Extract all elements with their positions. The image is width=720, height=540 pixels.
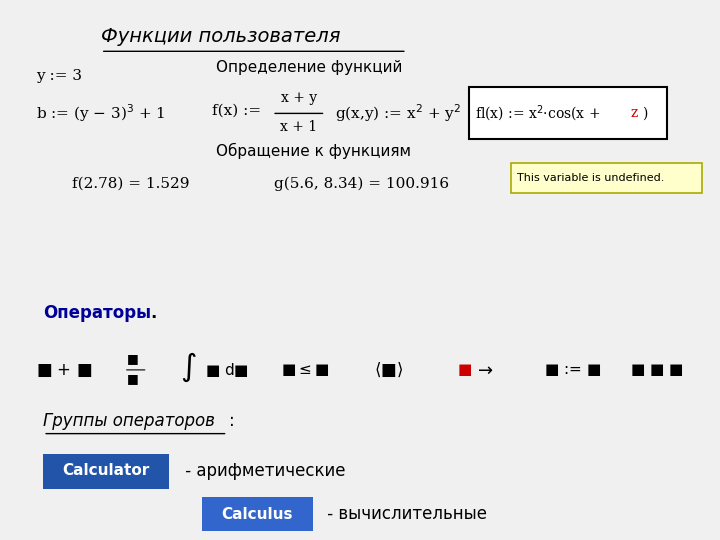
Text: f(x) :=: f(x) := — [212, 104, 261, 118]
Text: y := 3: y := 3 — [36, 69, 82, 83]
FancyBboxPatch shape — [202, 497, 313, 531]
Text: f(2.78) = 1.529: f(2.78) = 1.529 — [72, 177, 189, 191]
Text: g(x,y) := x$^2$ + y$^2$: g(x,y) := x$^2$ + y$^2$ — [335, 103, 461, 124]
FancyBboxPatch shape — [511, 163, 702, 193]
Text: x + y: x + y — [281, 91, 317, 105]
Text: - арифметические: - арифметические — [180, 462, 346, 480]
Text: $\blacksquare$ d$\blacksquare$: $\blacksquare$ d$\blacksquare$ — [205, 361, 249, 379]
Text: $\blacksquare$: $\blacksquare$ — [126, 373, 139, 387]
Text: ): ) — [642, 106, 647, 120]
Text: Calculus: Calculus — [222, 507, 293, 522]
Text: g(5.6, 8.34) = 100.916: g(5.6, 8.34) = 100.916 — [274, 177, 449, 191]
FancyBboxPatch shape — [469, 87, 667, 139]
Text: Обращение к функциям: Обращение к функциям — [216, 143, 411, 159]
Text: $\langle \blacksquare \rangle$: $\langle \blacksquare \rangle$ — [374, 361, 404, 379]
Text: $\int$: $\int$ — [180, 350, 197, 384]
Text: x + 1: x + 1 — [280, 120, 318, 134]
Text: - вычислительные: - вычислительные — [322, 505, 487, 523]
Text: Группы операторов: Группы операторов — [43, 412, 215, 430]
Text: $\rightarrow$: $\rightarrow$ — [474, 361, 493, 379]
Text: Функции пользователя: Функции пользователя — [101, 27, 341, 46]
Text: b := (y $-$ 3)$^3$ + 1: b := (y $-$ 3)$^3$ + 1 — [36, 103, 166, 124]
Text: fl(x) := x$^2$$\cdot$cos(x +: fl(x) := x$^2$$\cdot$cos(x + — [475, 103, 602, 124]
Text: $\blacksquare$ := $\blacksquare$: $\blacksquare$ := $\blacksquare$ — [544, 362, 600, 378]
Text: $\blacksquare$ + $\blacksquare$: $\blacksquare$ + $\blacksquare$ — [36, 361, 92, 379]
Text: Операторы: Операторы — [43, 304, 151, 322]
Text: $\blacksquare$: $\blacksquare$ — [126, 353, 139, 367]
Text: This variable is undefined.: This variable is undefined. — [517, 173, 665, 183]
Text: Calculator: Calculator — [63, 463, 150, 478]
Text: $\blacksquare$ $\blacksquare$ $\blacksquare$: $\blacksquare$ $\blacksquare$ $\blacksqu… — [630, 362, 683, 378]
Text: :: : — [229, 412, 235, 430]
Text: $\blacksquare$: $\blacksquare$ — [457, 362, 472, 378]
Text: Определение функций: Определение функций — [216, 60, 402, 75]
Text: .: . — [150, 304, 156, 322]
Text: z: z — [631, 106, 638, 120]
Text: $\blacksquare \leq \blacksquare$: $\blacksquare \leq \blacksquare$ — [281, 362, 329, 378]
FancyBboxPatch shape — [43, 454, 169, 489]
